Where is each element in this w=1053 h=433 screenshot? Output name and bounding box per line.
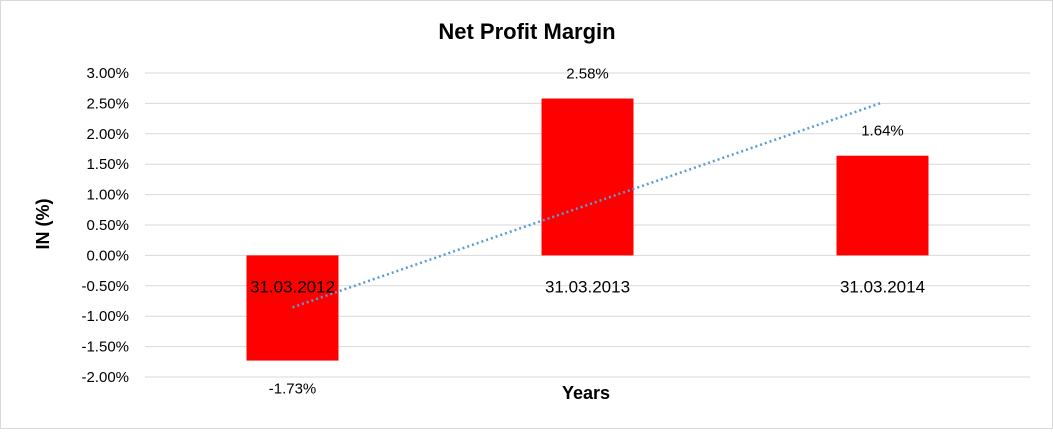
- x-category-label: 31.03.2012: [250, 277, 335, 296]
- bar: [541, 98, 634, 256]
- bar: [836, 155, 929, 256]
- y-tick-label: 1.00%: [86, 187, 129, 204]
- y-tick-label: 3.00%: [86, 65, 129, 82]
- trendline-layer: [292, 101, 883, 309]
- y-axis-title: IN (%): [33, 199, 53, 250]
- bars: [246, 98, 929, 361]
- y-tick-label: 1.50%: [86, 156, 129, 173]
- x-category-label: 31.03.2013: [545, 277, 630, 296]
- x-category-label: 31.03.2014: [840, 277, 925, 296]
- trendline: [292, 101, 883, 309]
- y-tick-label: -2.00%: [81, 369, 129, 386]
- y-axis-ticks: 3.00% 2.50% 2.00% 1.50% 1.00% 0.50% 0.00% -0.50…: [81, 65, 129, 386]
- x-axis-category-labels: 31.03.2012 31.03.2013 31.03.2014: [250, 277, 925, 296]
- chart-title: Net Profit Margin: [438, 19, 615, 44]
- y-tick-label: 0.50%: [86, 217, 129, 234]
- y-tick-label: 2.50%: [86, 95, 129, 112]
- y-tick-label: -1.00%: [81, 308, 129, 325]
- data-labels: -1.73% 2.58% 1.64%: [269, 66, 904, 398]
- data-label: 1.64%: [861, 123, 904, 140]
- data-label: 2.58%: [566, 66, 609, 83]
- y-tick-label: 0.00%: [86, 247, 129, 264]
- x-axis-title: Years: [562, 383, 610, 403]
- bar: [246, 255, 339, 361]
- y-tick-label: -0.50%: [81, 278, 129, 295]
- y-tick-label: 2.00%: [86, 126, 129, 143]
- data-label: -1.73%: [269, 381, 317, 398]
- y-tick-label: -1.50%: [81, 339, 129, 356]
